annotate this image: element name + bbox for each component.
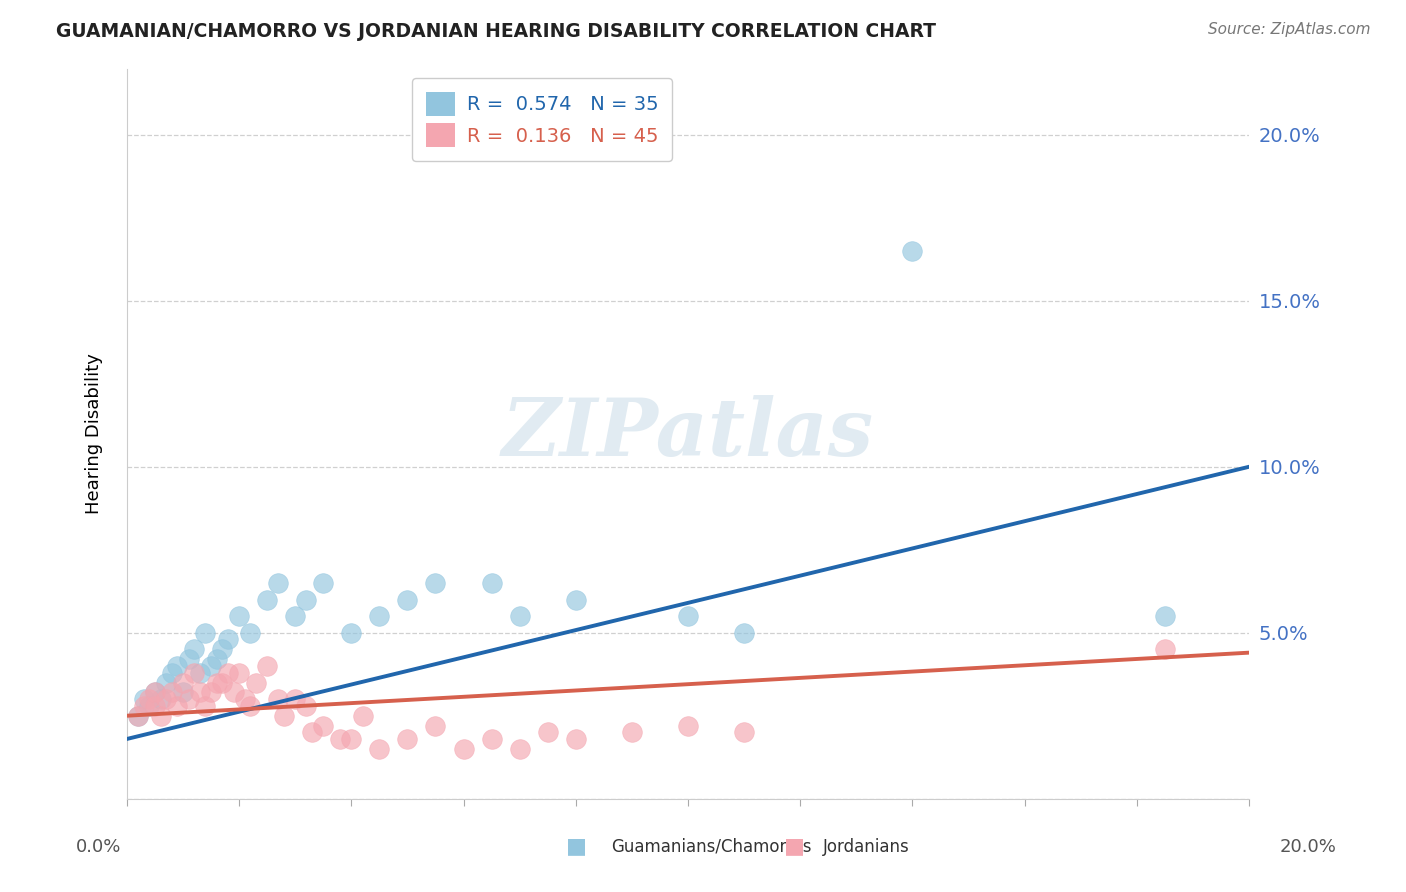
- Point: [256, 659, 278, 673]
- Point: [138, 692, 160, 706]
- Point: [143, 685, 166, 699]
- Text: 0.0%: 0.0%: [76, 838, 121, 855]
- Point: [127, 708, 149, 723]
- Point: [188, 665, 211, 680]
- Point: [267, 576, 290, 591]
- Point: [155, 675, 177, 690]
- Point: [284, 692, 307, 706]
- Point: [425, 719, 447, 733]
- Text: ■: ■: [785, 836, 804, 855]
- Point: [301, 725, 323, 739]
- Point: [233, 692, 256, 706]
- Point: [172, 675, 194, 690]
- Point: [509, 609, 531, 624]
- Point: [509, 742, 531, 756]
- Point: [295, 592, 318, 607]
- Point: [1153, 642, 1175, 657]
- Point: [564, 592, 586, 607]
- Point: [620, 725, 643, 739]
- Point: [284, 609, 307, 624]
- Point: [676, 719, 699, 733]
- Point: [368, 742, 391, 756]
- Point: [166, 698, 188, 713]
- Point: [245, 675, 267, 690]
- Text: Guamanians/Chamorros: Guamanians/Chamorros: [612, 838, 813, 855]
- Point: [194, 698, 217, 713]
- Text: ■: ■: [567, 836, 586, 855]
- Point: [177, 652, 200, 666]
- Point: [312, 719, 335, 733]
- Point: [239, 698, 262, 713]
- Point: [155, 692, 177, 706]
- Point: [368, 609, 391, 624]
- Point: [901, 244, 924, 258]
- Point: [312, 576, 335, 591]
- Point: [295, 698, 318, 713]
- Point: [564, 731, 586, 746]
- Point: [239, 625, 262, 640]
- Point: [205, 675, 228, 690]
- Point: [200, 685, 222, 699]
- Point: [1153, 609, 1175, 624]
- Point: [396, 731, 419, 746]
- Point: [149, 692, 172, 706]
- Point: [200, 659, 222, 673]
- Text: GUAMANIAN/CHAMORRO VS JORDANIAN HEARING DISABILITY CORRELATION CHART: GUAMANIAN/CHAMORRO VS JORDANIAN HEARING …: [56, 22, 936, 41]
- Point: [228, 609, 250, 624]
- Point: [132, 698, 155, 713]
- Point: [396, 592, 419, 607]
- Point: [352, 708, 374, 723]
- Point: [127, 708, 149, 723]
- Point: [194, 625, 217, 640]
- Point: [211, 642, 233, 657]
- Point: [267, 692, 290, 706]
- Point: [273, 708, 295, 723]
- Point: [138, 698, 160, 713]
- Point: [222, 685, 245, 699]
- Point: [149, 708, 172, 723]
- Point: [205, 652, 228, 666]
- Point: [340, 731, 363, 746]
- Point: [160, 665, 183, 680]
- Point: [217, 665, 239, 680]
- Point: [256, 592, 278, 607]
- Point: [425, 576, 447, 591]
- Point: [481, 576, 503, 591]
- Point: [211, 675, 233, 690]
- Y-axis label: Hearing Disability: Hearing Disability: [86, 353, 103, 514]
- Point: [733, 725, 755, 739]
- Text: ZIPatlas: ZIPatlas: [502, 395, 875, 473]
- Point: [340, 625, 363, 640]
- Point: [733, 625, 755, 640]
- Point: [183, 665, 205, 680]
- Legend: R =  0.574   N = 35, R =  0.136   N = 45: R = 0.574 N = 35, R = 0.136 N = 45: [412, 78, 672, 161]
- Point: [537, 725, 560, 739]
- Point: [217, 632, 239, 647]
- Point: [481, 731, 503, 746]
- Point: [453, 742, 475, 756]
- Point: [160, 685, 183, 699]
- Point: [143, 685, 166, 699]
- Point: [143, 698, 166, 713]
- Point: [676, 609, 699, 624]
- Point: [329, 731, 352, 746]
- Text: 20.0%: 20.0%: [1279, 838, 1336, 855]
- Point: [228, 665, 250, 680]
- Text: Jordanians: Jordanians: [823, 838, 910, 855]
- Point: [132, 692, 155, 706]
- Point: [183, 642, 205, 657]
- Point: [177, 692, 200, 706]
- Point: [188, 685, 211, 699]
- Text: Source: ZipAtlas.com: Source: ZipAtlas.com: [1208, 22, 1371, 37]
- Point: [172, 685, 194, 699]
- Point: [166, 659, 188, 673]
